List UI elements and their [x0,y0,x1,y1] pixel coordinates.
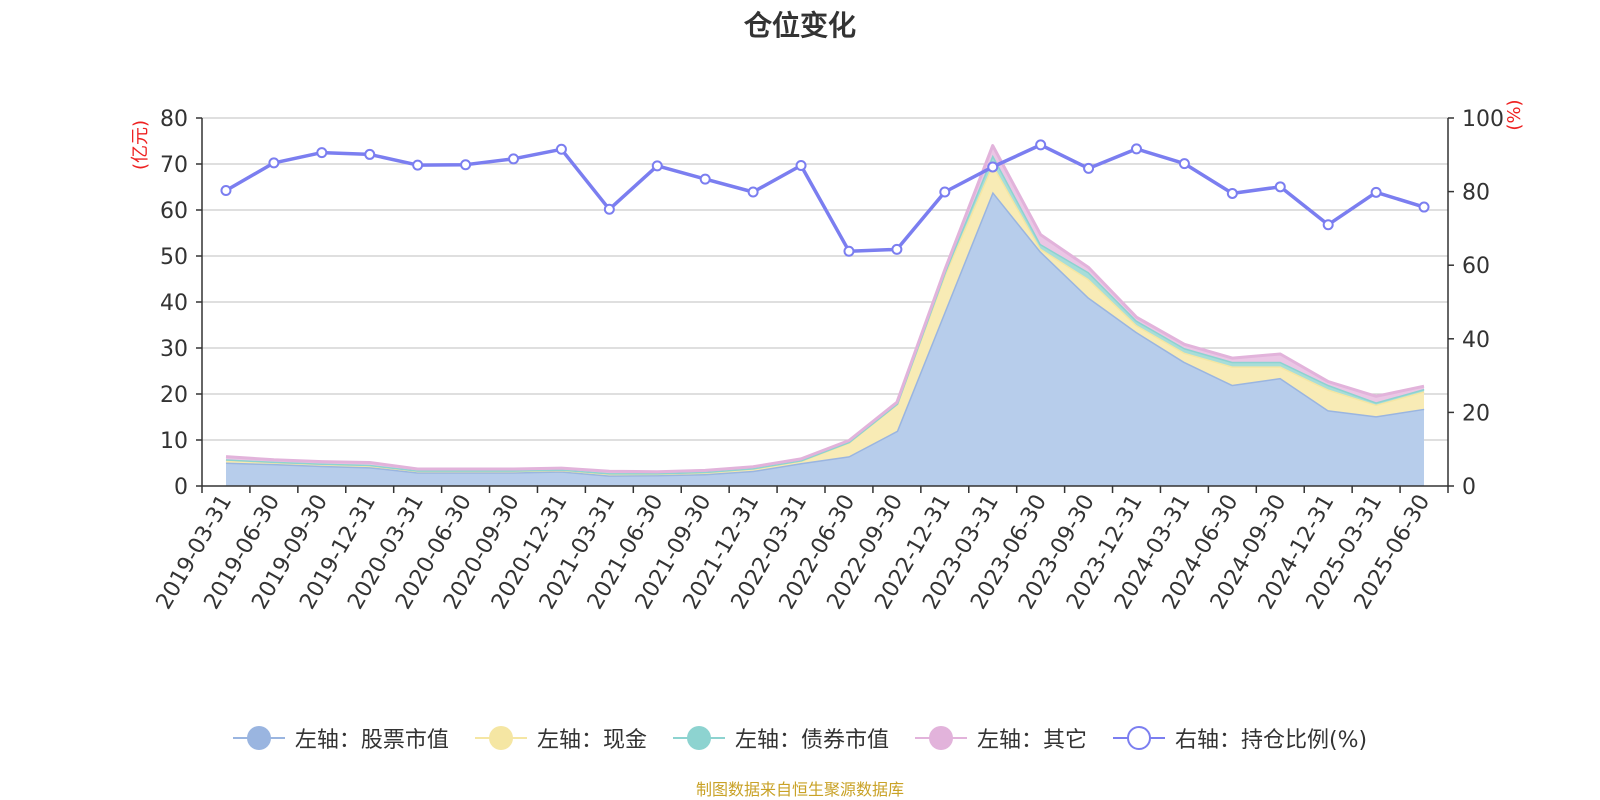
ratio-point [891,243,903,255]
legend-label: 左轴：股票市值 [294,728,449,753]
area-fill-series-0 [226,191,1424,486]
legend-item[interactable]: 左轴：股票市值 [232,722,449,754]
left-tick-label: 30 [160,337,188,362]
legend-item[interactable]: 右轴：持仓比例(%) [1112,722,1368,754]
ratio-point [460,159,472,171]
legend-marker-icon [474,725,527,751]
left-tick-label: 80 [160,107,188,132]
ratio-point [699,173,711,185]
legend-marker-icon [914,725,967,751]
right-tick-label: 40 [1462,328,1490,353]
ratio-line [225,143,1425,253]
ratio-point [555,143,567,155]
left-tick-label: 10 [160,429,188,454]
left-tick-label: 20 [160,383,188,408]
legend-item[interactable]: 左轴：债券市值 [672,722,889,754]
ratio-point [939,186,951,198]
legend-marker-icon [672,725,725,751]
ratio-point [1322,219,1334,231]
legend-marker-icon [232,725,285,751]
source-note: 制图数据来自恒生聚源数据库 [695,780,904,799]
legend-marker-icon [1112,725,1165,751]
ratio-point [1035,139,1047,151]
left-tick-label: 60 [160,199,188,224]
left-tick-label: 0 [174,475,188,500]
legend-item[interactable]: 左轴：其它 [914,722,1087,754]
legend: 左轴：股票市值 左轴：现金 左轴：债券市值 左轴：其它 右轴：持仓比例(%) [0,722,1600,754]
right-tick-label: 60 [1462,254,1490,279]
legend-label: 左轴：其它 [976,728,1087,753]
ratio-point [1178,158,1190,170]
ratio-point [1370,186,1382,198]
ratio-point [220,184,232,196]
right-tick-label: 80 [1462,181,1490,206]
ratio-point [987,161,999,173]
legend-label: 左轴：债券市值 [734,728,889,753]
area-edge-series-3 [225,144,1425,474]
ratio-point [1418,201,1430,213]
right-tick-label: 0 [1462,475,1476,500]
ratio-point [1226,187,1238,199]
ratio-point [747,186,759,198]
right-axis-unit-label: (%) [1504,99,1525,130]
ratio-point [316,147,328,159]
legend-label: 右轴：持仓比例(%) [1174,728,1368,753]
ratio-line-layer [220,139,1430,257]
chart-title: 仓位变化 [743,9,856,42]
ratio-point [843,245,855,257]
ratio-point [508,153,519,165]
right-tick-label: 100 [1462,107,1504,132]
ratio-point [1131,143,1142,155]
ratio-point [795,159,807,171]
ratio-point [412,159,424,171]
left-tick-label: 50 [160,245,188,270]
ratio-point [268,157,280,169]
legend-item[interactable]: 左轴：现金 [474,722,647,754]
left-axis-unit-label: (亿元) [130,120,151,170]
ratio-point [364,148,376,160]
left-tick-label: 70 [160,153,188,178]
right-tick-label: 20 [1462,401,1490,426]
ratio-point [603,203,615,215]
ratio-point [1274,181,1286,193]
axes: 01020304050607080020406080100(亿元)(%)2019… [130,99,1525,613]
ratio-point [651,160,663,172]
left-tick-label: 40 [160,291,188,316]
ratio-point [1083,162,1095,174]
stacked-areas [225,144,1425,486]
legend-label: 左轴：现金 [536,728,647,753]
